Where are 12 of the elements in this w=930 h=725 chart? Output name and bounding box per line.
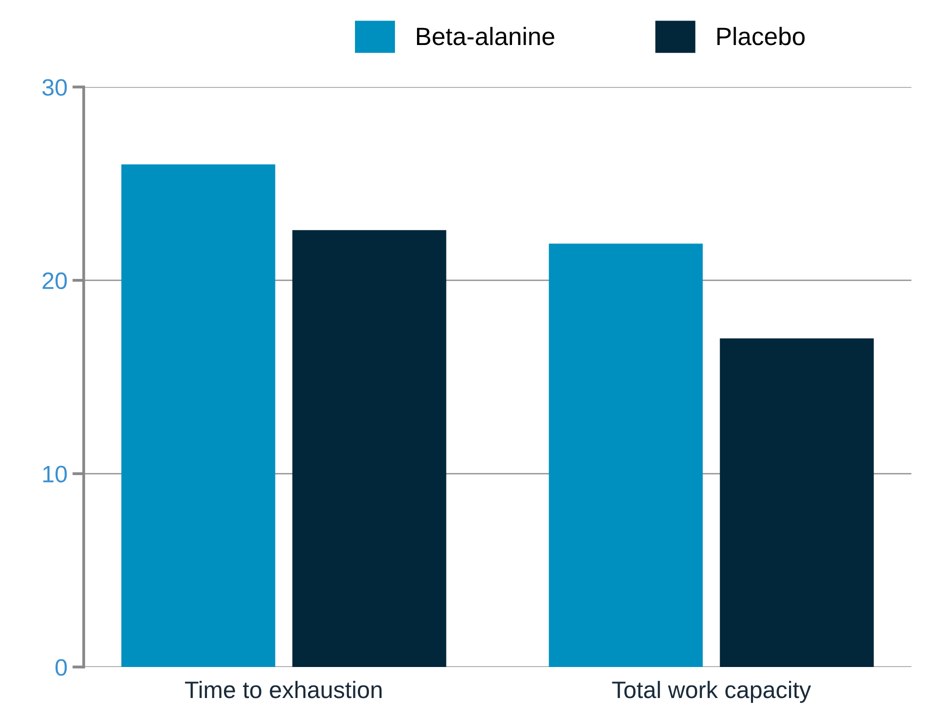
x-tick-label: Total work capacity: [612, 680, 811, 703]
bar: [720, 338, 874, 667]
bar: [548, 244, 703, 667]
y-tick-label: 30: [42, 79, 67, 96]
y-tick-label: 0: [56, 659, 67, 676]
legend-label: Placebo: [717, 26, 805, 46]
bar: [292, 230, 446, 667]
legend-label: Beta-alanine: [417, 26, 554, 46]
y-tick-label: 20: [42, 272, 67, 290]
y-tick-label: 10: [43, 466, 67, 482]
bar: [121, 164, 276, 667]
x-tick-label: Time to exhaustion: [185, 680, 382, 698]
